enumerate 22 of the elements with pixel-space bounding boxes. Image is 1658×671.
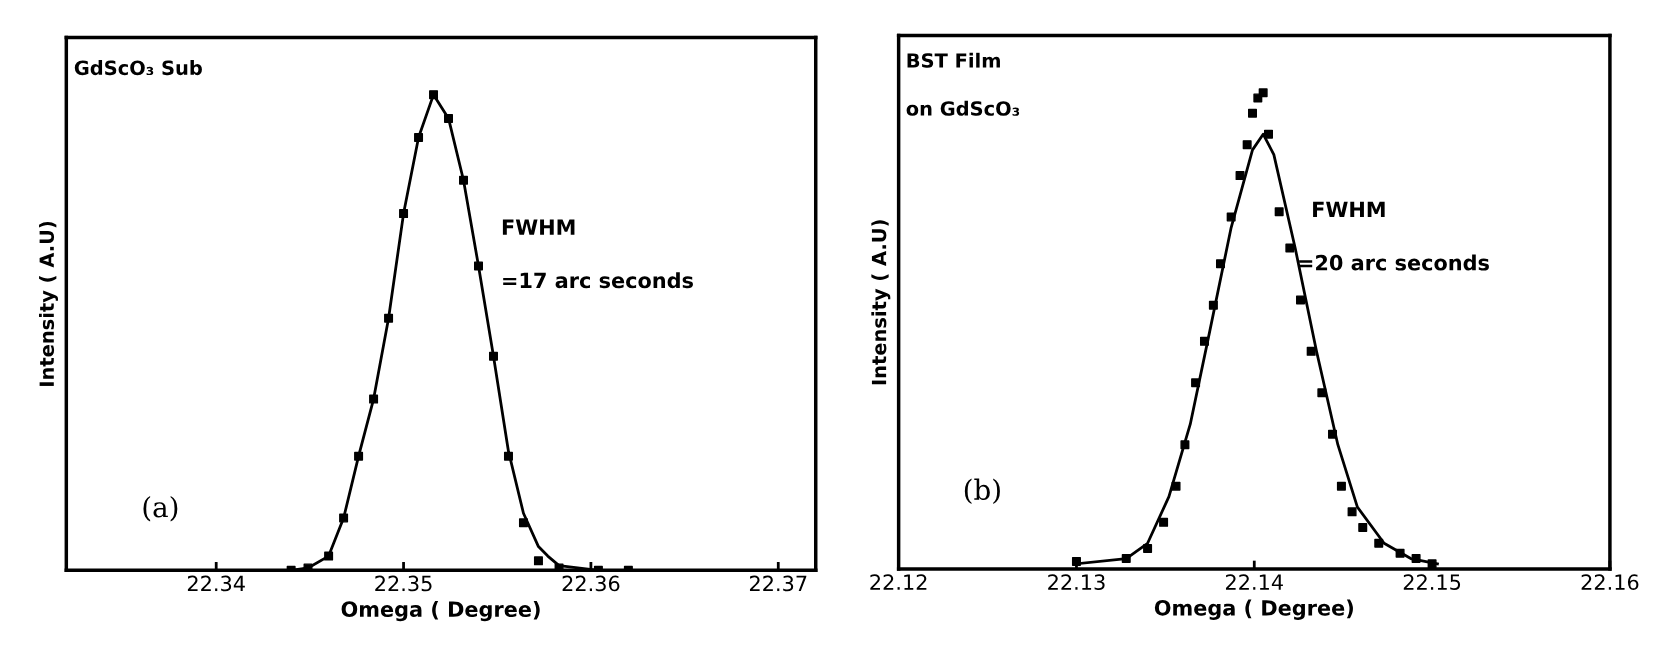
annotation: on GdScO₃: [906, 100, 1020, 116]
annotation: (b): [964, 478, 1000, 504]
x-tick-label: 22.15: [1403, 574, 1461, 590]
x-axis-title: Omega ( Degree): [341, 600, 540, 622]
x-tick-label: 22.34: [187, 575, 245, 592]
annotation: (a): [143, 495, 178, 522]
annotation: FWHM: [502, 219, 575, 235]
x-axis-title: Omega ( Degree): [1154, 599, 1353, 620]
text: GdScO₃ Sub: [74, 60, 202, 76]
annotation: =20 arc seconds: [1299, 254, 1489, 271]
x-tick-label: 22.14: [1225, 574, 1283, 590]
x-tick-label: 22.12: [870, 574, 927, 590]
text: BST Film: [907, 52, 1000, 68]
y-axis-title: Intensity ( A.U): [39, 221, 58, 386]
y-axis-title: Intensity ( A.U): [871, 220, 891, 385]
annotation: FWHM: [1313, 201, 1385, 217]
x-tick-label: 22.13: [1048, 574, 1105, 590]
x-tick-label: 22.16: [1581, 574, 1639, 590]
annotation: =17 arc seconds: [503, 272, 693, 289]
x-tick-label: 22.36: [562, 575, 620, 592]
x-tick-label: 22.35: [375, 575, 432, 592]
x-tick-label: 22.37: [749, 575, 807, 592]
